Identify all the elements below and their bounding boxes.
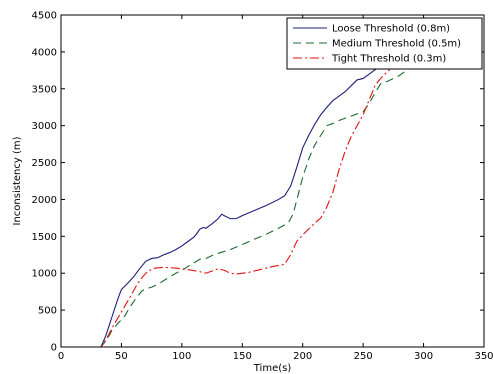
- y-tick-label: 2000: [32, 195, 57, 206]
- y-tick-label: 3500: [32, 84, 57, 95]
- series-layer: [61, 63, 418, 347]
- plot-area: [61, 15, 484, 347]
- x-tick-label: 0: [58, 351, 64, 362]
- y-tick-label: 1000: [32, 269, 57, 280]
- y-tick-label: 4000: [32, 47, 57, 58]
- x-tick-label: 150: [233, 351, 252, 362]
- y-axis-label: Inconsistency (m): [12, 136, 23, 225]
- x-tick-label: 100: [172, 351, 191, 362]
- legend-label-3: Tight Threshold (0.3m): [331, 54, 446, 65]
- plot-frame: [60, 14, 485, 348]
- legend-label-2: Medium Threshold (0.5m): [332, 39, 461, 50]
- x-tick-label: 50: [115, 351, 128, 362]
- series-line-1: [61, 66, 379, 347]
- x-tick-label: 200: [293, 351, 312, 362]
- x-axis-label: Time(s): [253, 363, 292, 374]
- x-tick-label: 300: [414, 351, 433, 362]
- y-tick-label: 1500: [32, 232, 57, 243]
- y-tick-label: 2500: [32, 158, 57, 169]
- y-tick-label: 3000: [32, 121, 57, 132]
- legend: Loose Threshold (0.8m) Medium Threshold (…: [286, 17, 483, 70]
- legend-label-1: Loose Threshold (0.8m): [332, 24, 450, 35]
- y-tick-label: 0: [51, 343, 57, 354]
- series-line-2: [61, 63, 418, 347]
- y-tick-label: 4500: [32, 11, 57, 22]
- y-tick-label: 500: [38, 306, 57, 317]
- x-tick-label: 250: [354, 351, 373, 362]
- series-line-3: [61, 69, 391, 347]
- ticks-layer: 0 50 100 150 200 250 300 3500500100015002000250…: [32, 11, 493, 363]
- x-tick-label: 350: [474, 351, 493, 362]
